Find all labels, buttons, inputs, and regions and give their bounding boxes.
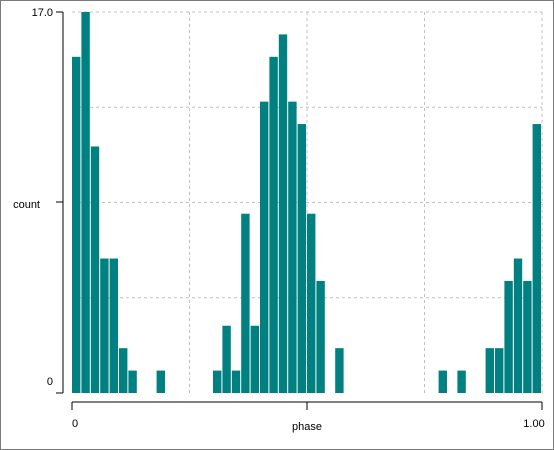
histogram-bar — [278, 34, 288, 393]
histogram-bar — [269, 56, 278, 394]
histogram-bar — [128, 370, 137, 393]
histogram-bar — [72, 56, 81, 394]
histogram-bar — [307, 213, 316, 393]
histogram-bar — [100, 258, 109, 393]
histogram-bar — [297, 124, 306, 393]
histogram-bar — [119, 348, 128, 393]
histogram-bar — [81, 12, 90, 393]
histogram-bar — [504, 280, 513, 393]
histogram-bar — [532, 124, 541, 393]
histogram-bar — [457, 370, 466, 393]
histogram-bar — [335, 348, 344, 393]
histogram-bar — [513, 258, 523, 393]
x-tick-label-max: 1.00 — [523, 418, 544, 430]
y-tick-label-max: 17.0 — [32, 7, 53, 19]
histogram-bar — [260, 101, 269, 393]
histogram-bar — [523, 280, 532, 393]
histogram-bar — [438, 370, 447, 393]
histogram-bar — [241, 213, 250, 393]
histogram-bar — [109, 258, 118, 393]
histogram-bar — [288, 101, 297, 393]
histogram-bar — [156, 370, 165, 393]
histogram-bar — [316, 280, 325, 393]
histogram-bar — [213, 370, 222, 393]
histogram-bar — [90, 146, 100, 393]
x-tick-label-min: 0 — [72, 418, 78, 430]
y-axis-label: count — [13, 199, 40, 211]
y-tick-label-min: 0 — [47, 376, 53, 388]
histogram-bars — [72, 12, 541, 394]
histogram-bar — [231, 370, 241, 393]
histogram-bar — [222, 325, 231, 393]
histogram-bar — [495, 348, 504, 393]
axes — [56, 11, 543, 410]
histogram-bar — [250, 325, 259, 393]
x-axis-label: phase — [292, 421, 322, 433]
histogram-bar — [485, 348, 494, 393]
